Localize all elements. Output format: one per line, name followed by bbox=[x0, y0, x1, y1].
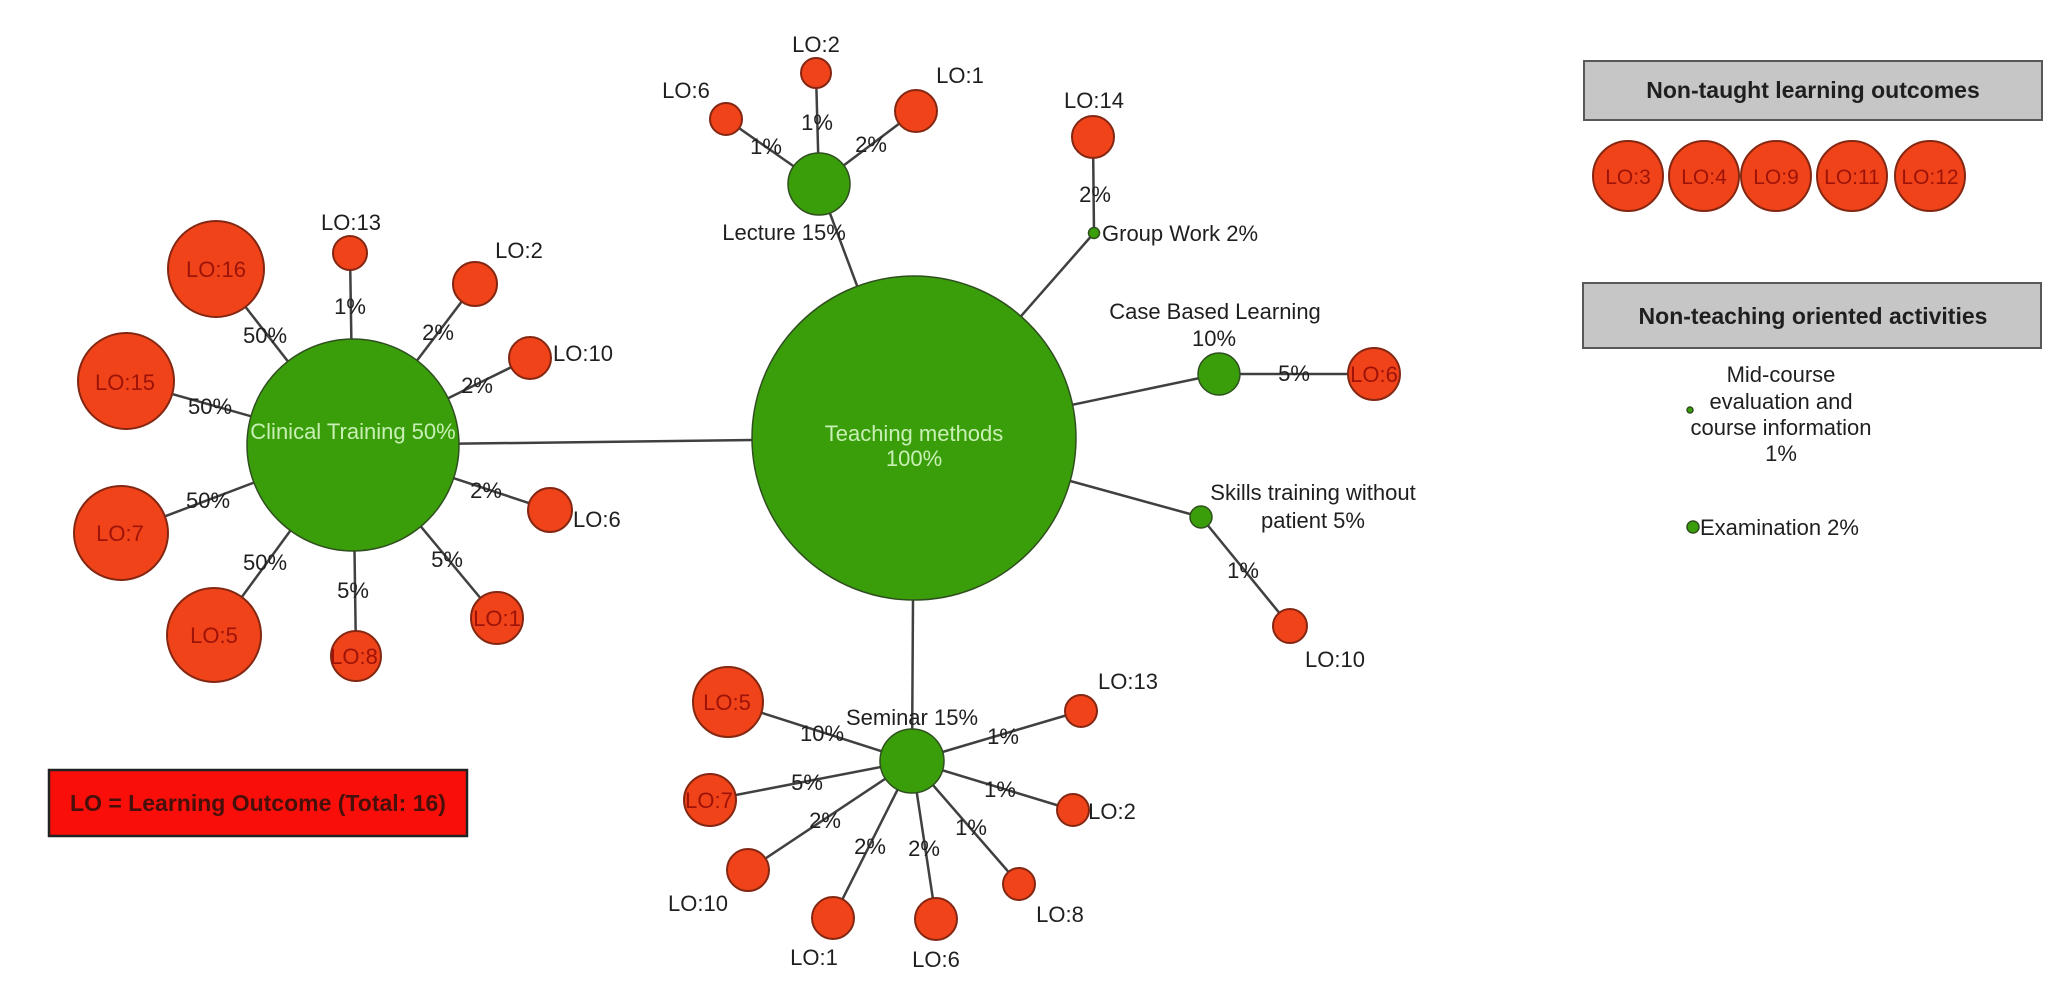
svg-text:2%: 2% bbox=[422, 320, 454, 345]
svg-text:LO:13: LO:13 bbox=[1098, 669, 1158, 694]
svg-text:1%: 1% bbox=[1227, 558, 1259, 583]
svg-text:LO:9: LO:9 bbox=[1753, 166, 1799, 189]
svg-text:LO:11: LO:11 bbox=[1824, 166, 1880, 189]
svg-text:Teaching methods: Teaching methods bbox=[825, 421, 1004, 446]
svg-text:1%: 1% bbox=[987, 724, 1019, 749]
svg-text:LO = Learning Outcome (Total:: LO = Learning Outcome (Total: 16) bbox=[70, 790, 446, 816]
svg-text:LO:1: LO:1 bbox=[936, 63, 984, 88]
svg-text:LO:8: LO:8 bbox=[1036, 902, 1084, 927]
svg-text:evaluation and: evaluation and bbox=[1709, 389, 1852, 414]
svg-text:LO:8: LO:8 bbox=[330, 644, 378, 669]
svg-text:LO:5: LO:5 bbox=[703, 690, 751, 715]
svg-text:Mid-course: Mid-course bbox=[1727, 362, 1836, 387]
svg-text:LO:6: LO:6 bbox=[662, 78, 710, 103]
svg-text:LO:15: LO:15 bbox=[95, 370, 155, 395]
svg-text:50%: 50% bbox=[186, 488, 230, 513]
svg-text:50%: 50% bbox=[243, 323, 287, 348]
svg-text:LO:2: LO:2 bbox=[792, 32, 840, 57]
svg-text:Group Work 2%: Group Work 2% bbox=[1102, 221, 1258, 246]
svg-text:LO:16: LO:16 bbox=[186, 257, 246, 282]
svg-text:10%: 10% bbox=[1192, 326, 1236, 351]
svg-text:2%: 2% bbox=[1079, 182, 1111, 207]
svg-text:LO:10: LO:10 bbox=[1305, 647, 1365, 672]
svg-text:1%: 1% bbox=[955, 815, 987, 840]
svg-text:LO:2: LO:2 bbox=[495, 238, 543, 263]
svg-text:5%: 5% bbox=[1278, 361, 1310, 386]
svg-text:5%: 5% bbox=[431, 547, 463, 572]
svg-text:LO:6: LO:6 bbox=[573, 507, 621, 532]
svg-text:1%: 1% bbox=[334, 294, 366, 319]
svg-text:patient 5%: patient 5% bbox=[1261, 508, 1365, 533]
svg-text:Non-taught learning outcomes: Non-taught learning outcomes bbox=[1646, 77, 1980, 103]
svg-text:Case Based Learning: Case Based Learning bbox=[1109, 299, 1321, 324]
svg-text:2%: 2% bbox=[854, 834, 886, 859]
svg-text:LO:14: LO:14 bbox=[1064, 88, 1124, 113]
svg-text:Lecture 15%: Lecture 15% bbox=[722, 220, 846, 245]
svg-text:Examination 2%: Examination 2% bbox=[1700, 515, 1859, 540]
svg-text:LO:4: LO:4 bbox=[1681, 166, 1727, 189]
svg-text:5%: 5% bbox=[791, 770, 823, 795]
svg-text:10%: 10% bbox=[800, 721, 844, 746]
svg-text:2%: 2% bbox=[461, 373, 493, 398]
svg-text:LO:6: LO:6 bbox=[912, 947, 960, 972]
svg-text:LO:6: LO:6 bbox=[1350, 362, 1398, 387]
svg-text:50%: 50% bbox=[188, 394, 232, 419]
svg-text:LO:13: LO:13 bbox=[321, 210, 381, 235]
svg-text:LO:7: LO:7 bbox=[685, 788, 733, 813]
svg-text:Seminar 15%: Seminar 15% bbox=[846, 705, 978, 730]
svg-text:Skills training without: Skills training without bbox=[1210, 480, 1415, 505]
svg-text:LO:10: LO:10 bbox=[668, 891, 728, 916]
svg-text:100%: 100% bbox=[886, 446, 942, 471]
svg-text:LO:7: LO:7 bbox=[96, 521, 144, 546]
svg-text:1%: 1% bbox=[801, 110, 833, 135]
svg-text:1%: 1% bbox=[750, 134, 782, 159]
svg-text:LO:1: LO:1 bbox=[790, 945, 838, 970]
svg-text:LO:2: LO:2 bbox=[1088, 799, 1136, 824]
svg-text:LO:5: LO:5 bbox=[190, 623, 238, 648]
svg-text:LO:10: LO:10 bbox=[553, 341, 613, 366]
svg-text:Non-teaching oriented activiti: Non-teaching oriented activities bbox=[1639, 303, 1988, 329]
svg-text:2%: 2% bbox=[908, 836, 940, 861]
svg-text:5%: 5% bbox=[337, 578, 369, 603]
svg-text:LO:12: LO:12 bbox=[1901, 166, 1958, 189]
svg-text:50%: 50% bbox=[243, 550, 287, 575]
svg-text:1%: 1% bbox=[984, 777, 1016, 802]
svg-text:2%: 2% bbox=[809, 808, 841, 833]
svg-text:2%: 2% bbox=[470, 478, 502, 503]
svg-text:Clinical Training 50%: Clinical Training 50% bbox=[250, 419, 455, 444]
svg-text:LO:1: LO:1 bbox=[473, 606, 521, 631]
svg-text:LO:3: LO:3 bbox=[1605, 166, 1651, 189]
svg-text:1%: 1% bbox=[1765, 441, 1797, 466]
svg-text:2%: 2% bbox=[855, 132, 887, 157]
svg-text:course information: course information bbox=[1691, 415, 1872, 440]
